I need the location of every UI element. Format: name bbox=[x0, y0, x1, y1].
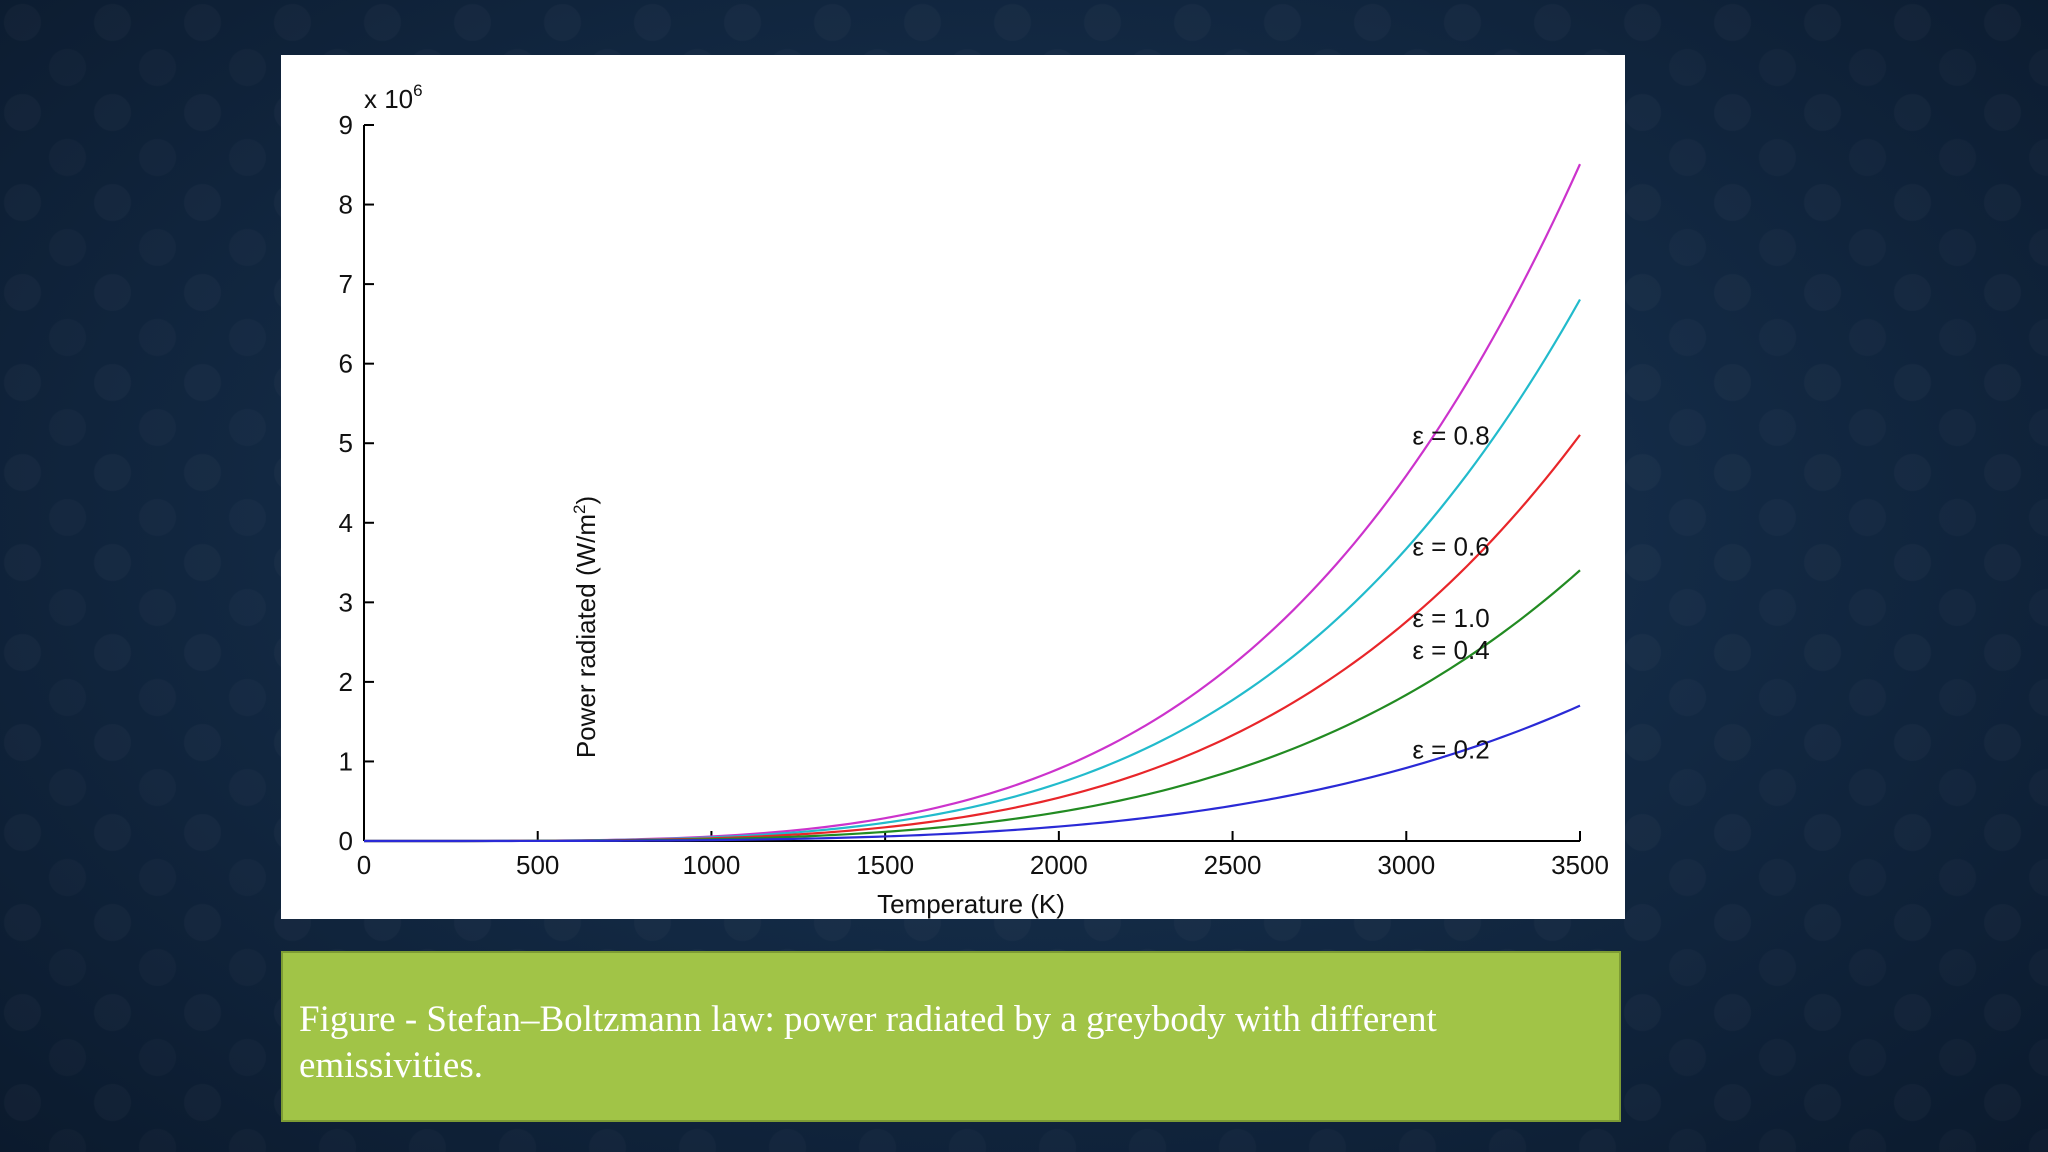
y-tick-label-9: 9 bbox=[339, 110, 353, 140]
y-axis-label-main: Power radiated (W/m bbox=[571, 514, 601, 758]
y-tick-label-7: 7 bbox=[339, 269, 353, 299]
y-axis-label-sup: 2 bbox=[570, 505, 589, 514]
chart-panel: 0 500 1000 1500 2000 2500 3000 3500 0 1 2 3 4 5 6 7 8 9 ε… bbox=[281, 55, 1625, 919]
y-tick-label-1: 1 bbox=[339, 746, 353, 776]
y-tick-label-4: 4 bbox=[339, 508, 353, 538]
figure-caption: Figure - Stefan–Boltzmann law: power rad… bbox=[299, 999, 1437, 1086]
y-tick-label-0: 0 bbox=[339, 826, 353, 856]
series-lines bbox=[364, 163, 1582, 843]
x-tick-label-2: 1000 bbox=[683, 850, 741, 880]
x-axis-label: Temperature (K) bbox=[877, 889, 1065, 919]
y-tick-label-5: 5 bbox=[339, 428, 353, 458]
series-label-0: ε = 1.0 bbox=[1412, 603, 1489, 633]
series-label-3: ε = 0.4 bbox=[1412, 635, 1489, 665]
series-label-4: ε = 0.2 bbox=[1412, 735, 1489, 765]
x-tick-label-6: 3000 bbox=[1377, 850, 1435, 880]
axes: 0 500 1000 1500 2000 2500 3000 3500 0 1 2 3 4 5 6 7 8 9 bbox=[339, 110, 1609, 880]
y-axis-multiplier-base: x 10 bbox=[364, 84, 413, 114]
y-axis-multiplier: x 106 bbox=[364, 81, 423, 114]
y-tick-label-2: 2 bbox=[339, 667, 353, 697]
y-tick-label-8: 8 bbox=[339, 190, 353, 220]
x-tick-label-3: 1500 bbox=[856, 850, 914, 880]
series-line-1 bbox=[364, 298, 1581, 843]
series-label-1: ε = 0.8 bbox=[1412, 420, 1489, 450]
series-line-0 bbox=[364, 163, 1582, 843]
x-tick-label-7: 3500 bbox=[1551, 850, 1609, 880]
x-tick-label-0: 0 bbox=[357, 850, 371, 880]
y-axis-multiplier-exp: 6 bbox=[413, 81, 422, 100]
caption-box: Figure - Stefan–Boltzmann law: power rad… bbox=[281, 951, 1621, 1122]
x-tick-label-1: 500 bbox=[516, 850, 559, 880]
y-axis-label-end: ) bbox=[571, 496, 601, 505]
y-axis-label: Power radiated (W/m2) bbox=[570, 496, 601, 758]
y-tick-label-6: 6 bbox=[339, 349, 353, 379]
x-tick-label-4: 2000 bbox=[1030, 850, 1088, 880]
series-labels: ε = 1.0 ε = 0.8 ε = 0.6 ε = 0.4 ε = 0.2 bbox=[1412, 420, 1489, 764]
stefan-boltzmann-chart: 0 500 1000 1500 2000 2500 3000 3500 0 1 2 3 4 5 6 7 8 9 ε… bbox=[339, 81, 1609, 919]
series-line-3 bbox=[364, 569, 1581, 843]
series-line-2 bbox=[364, 434, 1581, 843]
series-label-2: ε = 0.6 bbox=[1412, 532, 1489, 562]
series-line-4 bbox=[364, 704, 1581, 843]
y-tick-label-3: 3 bbox=[339, 587, 353, 617]
x-tick-label-5: 2500 bbox=[1204, 850, 1262, 880]
